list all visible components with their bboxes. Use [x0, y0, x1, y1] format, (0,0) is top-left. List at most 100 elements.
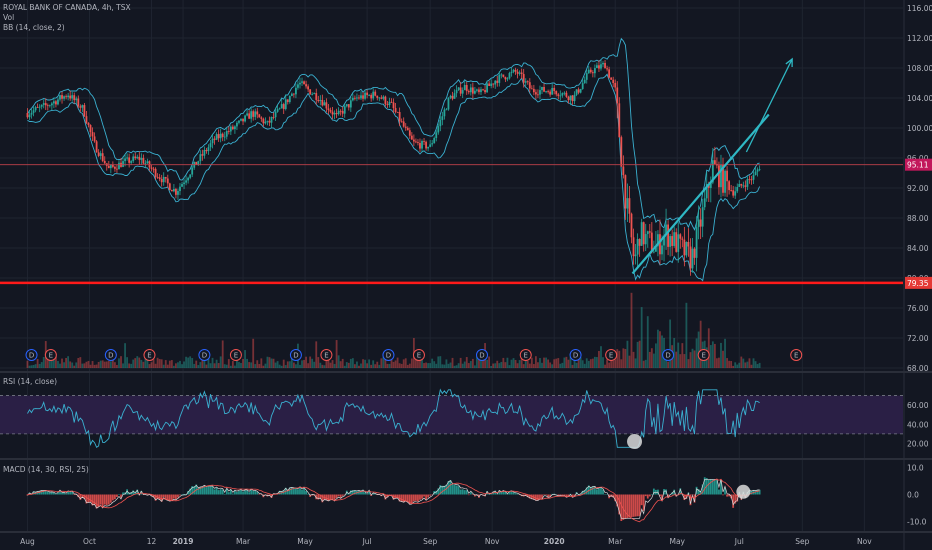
support-price-tag-box	[905, 276, 932, 289]
macd-histogram-bar	[168, 494, 171, 502]
macd-histogram-bar	[699, 491, 702, 495]
macd-histogram-bar	[388, 494, 391, 496]
earnings-marker[interactable]: E	[229, 349, 242, 361]
candle-up	[752, 175, 755, 180]
macd-histogram-bar	[545, 494, 547, 496]
candle-up	[512, 69, 515, 72]
macd-histogram-bar	[508, 491, 511, 495]
candle-up	[575, 89, 578, 95]
time-axis-label: Jul	[734, 537, 744, 546]
dividend-marker[interactable]: D	[476, 349, 489, 361]
macd-histogram-bar	[244, 490, 246, 495]
dividend-marker[interactable]: D	[382, 349, 395, 361]
dividend-marker[interactable]: D	[25, 349, 38, 361]
price-axis-label: 100.00	[907, 124, 932, 133]
macd-histogram-bar	[642, 494, 645, 511]
macd-histogram-bar	[547, 494, 550, 498]
candle-down	[606, 68, 608, 70]
volume-bar	[526, 361, 529, 368]
volume-bar	[225, 364, 228, 368]
volume-bar	[520, 354, 523, 368]
time-axis[interactable]: Aug Oct 12 2019 Mar May Jul Sep Nov 2020 Mar May Jul…	[20, 537, 872, 546]
candle-down	[496, 80, 499, 83]
volume-bar	[565, 356, 568, 368]
volume-bar	[349, 358, 352, 368]
volume-bar	[644, 359, 647, 368]
candle-up	[541, 86, 543, 91]
dividend-marker[interactable]: D	[662, 349, 675, 361]
price-axis-label: 72.00	[907, 334, 929, 343]
macd-histogram-bar	[57, 492, 59, 495]
candle-up	[254, 111, 257, 117]
rsi-axis-label: 40.00	[907, 420, 929, 429]
time-axis-label: 12	[147, 537, 157, 546]
macd-histogram-bar	[716, 480, 718, 495]
candle-down	[671, 236, 674, 246]
volume-bar	[532, 364, 535, 368]
candle-up	[634, 254, 637, 257]
macd-histogram-bar	[591, 486, 594, 495]
candle-down	[327, 108, 330, 111]
volume-bar	[508, 365, 511, 368]
candle-up	[551, 87, 554, 95]
volume-bar	[111, 356, 114, 368]
time-axis-label: Aug	[20, 537, 35, 546]
candle-up	[445, 109, 448, 111]
earnings-marker[interactable]: E	[320, 349, 333, 361]
earnings-marker[interactable]: E	[605, 349, 618, 361]
volume-bar	[341, 358, 344, 368]
macd-histogram-bar	[561, 494, 564, 496]
macd-histogram-bar	[69, 491, 72, 495]
macd-histogram-bar	[42, 490, 45, 495]
volume-bar	[443, 364, 446, 368]
earnings-marker[interactable]: E	[143, 349, 156, 361]
candle-up	[724, 170, 726, 193]
macd-histogram-bar	[286, 490, 289, 495]
candle-up	[518, 72, 521, 74]
volume-bar	[138, 357, 141, 368]
macd-histogram-bar	[223, 493, 226, 495]
volume-bar	[691, 348, 694, 368]
volume-bar	[73, 365, 76, 368]
earnings-marker[interactable]: E	[44, 349, 57, 361]
dividend-marker[interactable]: D	[569, 349, 582, 361]
macd-histogram-bar	[333, 494, 336, 501]
volume-bar	[406, 364, 409, 368]
macd-histogram-bar	[624, 494, 627, 519]
volume-bar	[557, 358, 560, 368]
earnings-marker[interactable]: E	[412, 349, 425, 361]
candle-down	[272, 117, 275, 118]
candle-up	[463, 85, 466, 91]
macd-histogram-bar	[142, 494, 145, 495]
volume-bar	[679, 354, 682, 368]
dividend-marker[interactable]: D	[289, 349, 302, 361]
candle-up	[295, 87, 297, 95]
candle-up	[685, 241, 688, 256]
candle-down	[77, 98, 80, 107]
candle-up	[349, 100, 352, 108]
macd-histogram-bar	[120, 494, 122, 498]
candle-up	[250, 111, 253, 119]
macd-histogram-bar	[85, 494, 88, 504]
candle-up	[274, 111, 277, 118]
dividend-marker[interactable]: D	[104, 349, 117, 361]
macd-histogram-bar	[390, 494, 393, 496]
volume-bar	[356, 361, 358, 368]
macd-histogram-bar	[410, 494, 413, 504]
candle-down	[390, 101, 393, 103]
candle-up	[569, 95, 572, 101]
dividend-marker[interactable]: D	[198, 349, 211, 361]
volume-bar	[439, 356, 442, 368]
volume-bar	[563, 357, 566, 368]
candle-down	[532, 88, 535, 93]
volume-bar	[437, 356, 440, 368]
candle-up	[457, 87, 460, 91]
earnings-marker[interactable]: E	[519, 349, 532, 361]
dividend-marker-circle	[198, 349, 211, 361]
earnings-marker[interactable]: E	[697, 349, 710, 361]
earnings-marker[interactable]: E	[790, 349, 803, 361]
candle-down	[195, 161, 198, 165]
